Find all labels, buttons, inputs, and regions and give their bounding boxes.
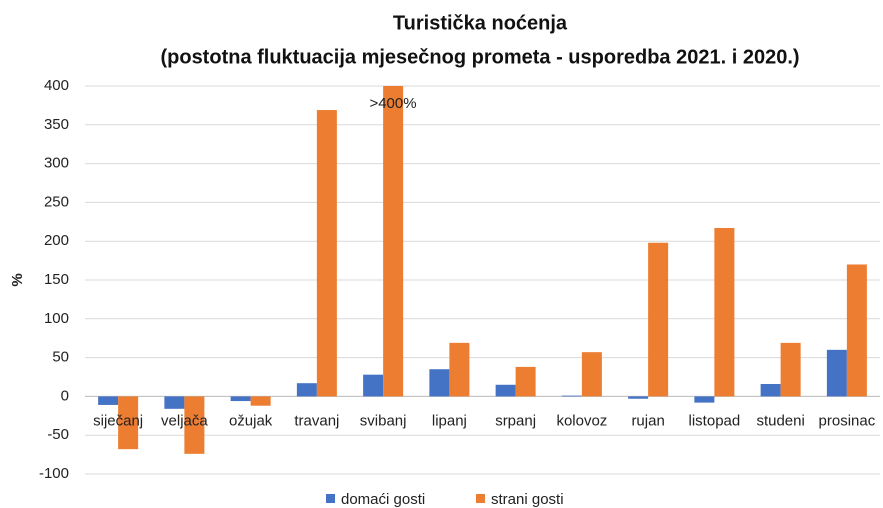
y-tick-label: 350 bbox=[44, 116, 69, 133]
y-tick-label: 100 bbox=[44, 310, 69, 327]
x-tick-label: lipanj bbox=[432, 412, 467, 429]
y-tick-label: 200 bbox=[44, 232, 69, 249]
y-tick-label: 0 bbox=[61, 387, 69, 404]
bar bbox=[515, 366, 536, 397]
y-tick-label: 400 bbox=[44, 77, 69, 94]
y-tick-label: -100 bbox=[39, 465, 69, 482]
x-tick-label: srpanj bbox=[495, 412, 536, 429]
bar bbox=[846, 264, 867, 397]
bar bbox=[383, 86, 404, 397]
x-tick-label: travanj bbox=[294, 412, 339, 429]
bar bbox=[164, 396, 185, 409]
chart-subtitle: (postotna fluktuacija mjesečnog prometa … bbox=[160, 46, 799, 68]
x-tick-label: veljača bbox=[161, 412, 208, 429]
x-tick-label: ožujak bbox=[229, 412, 273, 429]
x-tick-label: rujan bbox=[631, 412, 664, 429]
y-tick-label: 50 bbox=[52, 349, 69, 366]
bar bbox=[628, 396, 649, 399]
bar bbox=[316, 110, 337, 397]
bar bbox=[429, 369, 450, 397]
x-tick-label: kolovoz bbox=[556, 412, 607, 429]
bar bbox=[296, 383, 317, 397]
bar bbox=[581, 352, 602, 397]
bar bbox=[714, 228, 735, 397]
bar bbox=[780, 342, 801, 397]
y-tick-label: 300 bbox=[44, 155, 69, 172]
y-axis-label: % bbox=[9, 273, 26, 286]
bar bbox=[363, 374, 384, 397]
y-tick-label: 250 bbox=[44, 193, 69, 210]
bar bbox=[184, 396, 205, 454]
bar bbox=[648, 242, 669, 397]
bar bbox=[760, 383, 781, 397]
bar bbox=[230, 396, 251, 402]
legend-label: domaći gosti bbox=[341, 491, 425, 508]
bar bbox=[118, 396, 139, 450]
x-tick-label: studeni bbox=[756, 412, 804, 429]
legend-label: strani gosti bbox=[491, 491, 564, 508]
x-tick-label: svibanj bbox=[360, 412, 407, 429]
bar bbox=[694, 396, 715, 403]
bar bbox=[495, 384, 516, 397]
bar bbox=[449, 342, 470, 397]
x-tick-label: listopad bbox=[689, 412, 741, 429]
legend-swatch bbox=[326, 494, 335, 503]
x-tick-label: prosinac bbox=[819, 412, 876, 429]
chart-title: Turistička noćenja bbox=[393, 12, 568, 34]
bar bbox=[98, 396, 119, 405]
y-tick-label: 150 bbox=[44, 271, 69, 288]
y-tick-label: -50 bbox=[47, 426, 69, 443]
annotation: >400% bbox=[369, 95, 416, 112]
x-tick-label: siječanj bbox=[93, 412, 143, 429]
bar bbox=[561, 395, 582, 397]
bar bbox=[250, 396, 271, 406]
legend-swatch bbox=[476, 494, 485, 503]
bar bbox=[826, 349, 847, 397]
